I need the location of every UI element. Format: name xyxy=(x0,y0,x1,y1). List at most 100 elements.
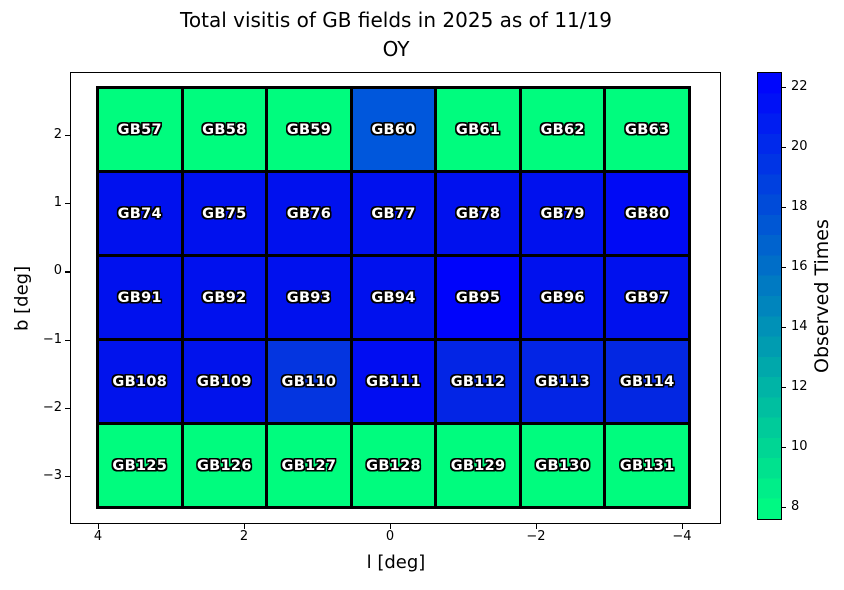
cell-label: GB127 xyxy=(281,457,337,474)
y-tick-label: −1 xyxy=(42,331,62,347)
cell-label: GB61 xyxy=(455,121,501,138)
cell-label: GB129 xyxy=(450,457,506,474)
cell-label: GB94 xyxy=(371,289,416,306)
cell-label: GB93 xyxy=(286,289,332,306)
chart-title-line1: Total visitis of GB fields in 2025 as of… xyxy=(180,8,612,32)
heatmap-cell-gb61: GB61 xyxy=(437,89,519,170)
heatmap-cell-gb79: GB79 xyxy=(521,173,604,254)
x-tick-label: 0 xyxy=(385,529,395,544)
heatmap-cell-gb129: GB129 xyxy=(437,425,519,506)
heatmap-cell-gb93: GB93 xyxy=(268,257,350,338)
heatmap-cell-gb131: GB131 xyxy=(606,425,688,506)
y-tick-label: 2 xyxy=(53,127,62,142)
heatmap-cell-gb97: GB97 xyxy=(606,257,688,338)
x-tick-mark xyxy=(682,524,684,529)
heatmap-cell-gb96: GB96 xyxy=(521,257,604,338)
heatmap-cell-gb91: GB91 xyxy=(99,257,181,338)
cell-label: GB96 xyxy=(540,289,585,306)
cell-label: GB62 xyxy=(540,121,585,138)
heatmap-cell-gb76: GB76 xyxy=(268,173,350,254)
y-tick-label: −2 xyxy=(42,399,62,415)
cell-label: GB78 xyxy=(455,205,501,222)
heatmap-cell-gb59: GB59 xyxy=(268,89,350,170)
y-tick-mark xyxy=(65,203,70,205)
y-tick-mark xyxy=(65,476,70,478)
cell-label: GB59 xyxy=(286,121,332,138)
colorbar-tick-mark xyxy=(782,327,786,329)
heatmap-cell-gb109: GB109 xyxy=(183,341,266,422)
heatmap-cell-gb94: GB94 xyxy=(352,257,435,338)
x-tick-label: −2 xyxy=(526,529,546,544)
heatmap-cell-gb58: GB58 xyxy=(183,89,266,170)
cell-label: GB60 xyxy=(371,121,416,138)
cell-label: GB63 xyxy=(625,121,670,138)
y-tick-mark xyxy=(65,271,70,273)
colorbar-tick-label: 22 xyxy=(791,79,808,94)
heatmap-grid: GB57 GB58 GB59 GB60 GB61 GB62 GB63 GB74 GB75 GB76… xyxy=(96,86,691,509)
x-tick-label: 2 xyxy=(239,529,249,544)
y-tick-label: 0 xyxy=(53,263,62,279)
x-tick-mark xyxy=(244,524,246,529)
y-axis-label: b [deg] xyxy=(11,265,33,331)
cell-label: GB114 xyxy=(619,373,675,390)
heatmap-cell-gb77: GB77 xyxy=(352,173,435,254)
x-tick-mark xyxy=(98,524,100,529)
cell-label: GB109 xyxy=(196,373,252,390)
colorbar-tick-mark xyxy=(782,87,786,89)
heatmap-cell-gb126: GB126 xyxy=(183,425,266,506)
cell-label: GB95 xyxy=(455,289,501,306)
heatmap-cell-gb108: GB108 xyxy=(99,341,181,422)
heatmap-cell-gb92: GB92 xyxy=(183,257,266,338)
colorbar-tick-label: 16 xyxy=(791,259,808,274)
cell-label: GB58 xyxy=(202,121,247,138)
heatmap-cell-gb130: GB130 xyxy=(521,425,604,506)
cell-label: GB75 xyxy=(202,205,247,222)
x-tick-mark xyxy=(390,524,392,529)
heatmap-cell-gb110: GB110 xyxy=(268,341,350,422)
x-tick-mark xyxy=(536,524,538,529)
cell-label: GB113 xyxy=(535,373,590,390)
y-tick-label: 1 xyxy=(53,195,62,211)
colorbar-label: Observed Times xyxy=(811,219,833,373)
colorbar-tick-label: 20 xyxy=(791,139,808,154)
colorbar-tick-mark xyxy=(782,207,786,209)
colorbar-tick-mark xyxy=(782,147,786,149)
heatmap-cell-gb74: GB74 xyxy=(99,173,181,254)
cell-label: GB91 xyxy=(117,289,162,306)
heatmap-cell-gb113: GB113 xyxy=(521,341,604,422)
cell-label: GB125 xyxy=(112,457,168,474)
cell-label: GB128 xyxy=(366,457,421,474)
y-tick-label: −3 xyxy=(42,468,62,483)
colorbar-tick-mark xyxy=(782,267,786,269)
colorbar-tick-label: 18 xyxy=(791,199,808,214)
cell-label: GB57 xyxy=(117,121,162,138)
cell-label: GB76 xyxy=(286,205,332,222)
heatmap-cell-gb80: GB80 xyxy=(606,173,688,254)
x-tick-label: 4 xyxy=(93,529,103,544)
cell-label: GB74 xyxy=(117,205,162,222)
colorbar-tick-label: 14 xyxy=(791,319,808,334)
heatmap-cell-gb57: GB57 xyxy=(99,89,181,170)
x-tick-label: −4 xyxy=(672,529,692,544)
heatmap-cell-gb75: GB75 xyxy=(183,173,266,254)
cell-label: GB126 xyxy=(196,457,252,474)
colorbar-tick-mark xyxy=(782,387,786,389)
colorbar-tick-mark xyxy=(782,507,786,509)
heatmap-cell-gb62: GB62 xyxy=(521,89,604,170)
cell-label: GB130 xyxy=(535,457,590,474)
heatmap-cell-gb127: GB127 xyxy=(268,425,350,506)
cell-label: GB111 xyxy=(366,373,421,390)
heatmap-cell-gb114: GB114 xyxy=(606,341,688,422)
heatmap-cell-gb112: GB112 xyxy=(437,341,519,422)
cell-label: GB80 xyxy=(625,205,670,222)
heatmap-cell-gb95: GB95 xyxy=(437,257,519,338)
chart-title: Total visitis of GB fields in 2025 as of… xyxy=(70,6,722,64)
colorbar-tick-mark xyxy=(782,447,786,449)
y-tick-mark xyxy=(65,135,70,137)
cell-label: GB108 xyxy=(112,373,168,390)
colorbar-tick-label: 10 xyxy=(791,439,808,454)
cell-label: GB92 xyxy=(202,289,247,306)
heatmap-cell-gb111: GB111 xyxy=(352,341,435,422)
colorbar-tick-label: 8 xyxy=(791,499,800,514)
